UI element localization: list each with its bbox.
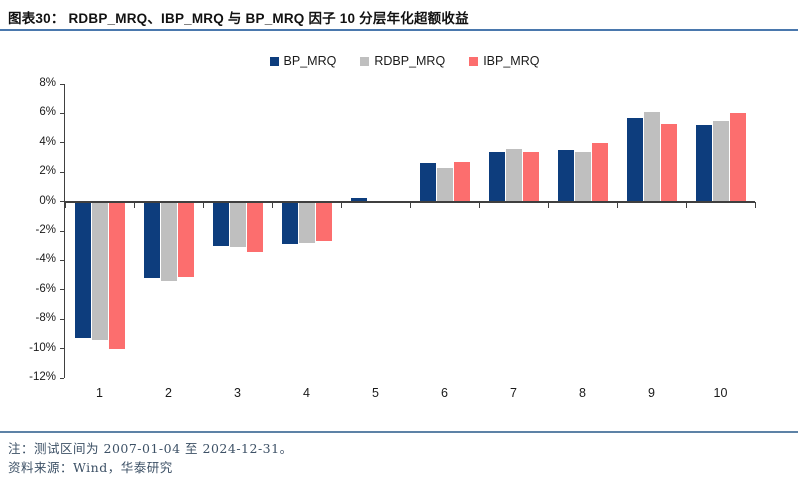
legend-label: BP_MRQ xyxy=(283,54,337,68)
y-axis-tick-mark xyxy=(60,318,64,320)
bar-ibp_mrq-group-2 xyxy=(177,201,194,277)
x-axis-category-label: 9 xyxy=(648,386,655,400)
x-axis-tick-mark xyxy=(617,201,618,208)
bar-ibp_mrq-group-9 xyxy=(660,123,677,202)
bar-ibp_mrq-group-7 xyxy=(522,151,539,202)
bar-bp_mrq-group-6 xyxy=(419,163,436,202)
y-axis-tick-mark xyxy=(60,171,64,173)
figure-title: 图表30： RDBP_MRQ、IBP_MRQ 与 BP_MRQ 因子 10 分层… xyxy=(8,7,469,27)
footer-divider xyxy=(0,431,798,433)
bar-chart-plot: 8% 6% 4% 2% 0% -2% -4% -6% -8% -10% -12% 1 2 3 4 5 6 7 8 9 1… xyxy=(29,77,756,400)
bar-bp_mrq-group-9 xyxy=(626,117,643,202)
y-axis-tick-label: 2% xyxy=(39,165,56,178)
y-axis-tick-mark xyxy=(60,230,64,232)
x-axis-category-label: 2 xyxy=(165,386,172,400)
y-axis-tick-mark xyxy=(60,142,64,144)
x-axis-tick-mark xyxy=(65,201,66,208)
source-text: Wind，华泰研究 xyxy=(73,460,173,475)
bar-rdbp_mrq-group-6 xyxy=(436,167,453,202)
bar-ibp_mrq-group-10 xyxy=(729,113,746,202)
y-axis-tick-label: -6% xyxy=(35,282,56,295)
y-axis-tick-label: -12% xyxy=(29,371,56,383)
y-axis-tick-label: 4% xyxy=(39,135,56,148)
bar-rdbp_mrq-group-7 xyxy=(505,148,522,202)
y-axis-tick-label: -10% xyxy=(29,341,56,354)
x-axis-category-label: 6 xyxy=(441,386,448,400)
y-axis-tick-mark xyxy=(60,377,64,379)
y-axis-tick-mark xyxy=(60,348,64,350)
bar-rdbp_mrq-group-1 xyxy=(91,201,108,340)
source-label: 资料来源： xyxy=(8,460,74,475)
y-axis-tick-label: -4% xyxy=(35,253,56,266)
figure-title-text: RDBP_MRQ、IBP_MRQ 与 BP_MRQ 因子 10 分层年化超额收益 xyxy=(68,11,469,26)
footnote-source: 资料来源：Wind，华泰研究 xyxy=(8,457,173,476)
y-axis-tick-mark xyxy=(60,201,64,203)
bar-bp_mrq-group-5 xyxy=(350,197,367,202)
y-axis-tick-mark xyxy=(60,83,64,85)
x-axis-tick-mark xyxy=(686,201,687,208)
y-axis-tick-label: 8% xyxy=(39,77,56,89)
legend-item-ibp_mrq: IBP_MRQ xyxy=(469,54,539,68)
figure-label: 图表30： xyxy=(8,11,65,26)
x-axis-tick-mark xyxy=(272,201,273,208)
bar-ibp_mrq-group-8 xyxy=(591,142,608,202)
bar-rdbp_mrq-group-3 xyxy=(229,201,246,248)
footnote-note: 注：测试区间为 2007-01-04 至 2024-12-31。 xyxy=(8,438,293,457)
bar-rdbp_mrq-group-9 xyxy=(643,111,660,202)
x-axis-tick-mark xyxy=(341,201,342,208)
y-axis-tick-mark xyxy=(60,112,64,114)
legend-item-bp_mrq: BP_MRQ xyxy=(269,54,337,68)
legend-swatch-icon xyxy=(469,56,479,66)
bar-rdbp_mrq-group-8 xyxy=(574,151,591,202)
bar-bp_mrq-group-7 xyxy=(488,151,505,202)
y-axis-tick-label: 6% xyxy=(39,106,56,119)
legend-label: RDBP_MRQ xyxy=(374,54,446,68)
x-axis-category-label: 10 xyxy=(713,386,728,400)
x-axis-category-label: 1 xyxy=(96,386,103,400)
bar-bp_mrq-group-8 xyxy=(557,150,574,202)
bar-rdbp_mrq-group-2 xyxy=(160,201,177,281)
y-axis-tick-mark xyxy=(60,259,64,261)
title-underline xyxy=(0,29,798,31)
chart-legend: BP_MRQ RDBP_MRQ IBP_MRQ xyxy=(0,54,809,68)
x-axis-category-label: 5 xyxy=(372,386,379,400)
y-axis-tick-label: -2% xyxy=(35,224,56,236)
bar-rdbp_mrq-group-10 xyxy=(712,120,729,202)
bar-bp_mrq-group-1 xyxy=(74,201,91,339)
legend-label: IBP_MRQ xyxy=(483,54,540,68)
x-axis-tick-mark xyxy=(203,201,204,208)
y-axis-tick-label: 0% xyxy=(39,194,56,207)
x-axis-tick-mark xyxy=(479,201,480,208)
bar-rdbp_mrq-group-4 xyxy=(298,201,315,243)
x-axis-category-label: 8 xyxy=(579,386,586,400)
legend-item-rdbp_mrq: RDBP_MRQ xyxy=(360,54,445,68)
x-axis-tick-mark xyxy=(548,201,549,208)
x-axis-category-label: 4 xyxy=(303,386,310,400)
bar-bp_mrq-group-4 xyxy=(281,201,298,245)
x-axis-tick-mark xyxy=(410,201,411,208)
bar-bp_mrq-group-2 xyxy=(143,201,160,279)
bar-ibp_mrq-group-6 xyxy=(453,161,470,202)
y-axis-tick-mark xyxy=(60,289,64,291)
bar-bp_mrq-group-3 xyxy=(212,201,229,246)
legend-swatch-icon xyxy=(360,56,370,66)
x-axis-tick-mark xyxy=(134,201,135,208)
legend-swatch-icon xyxy=(269,56,279,66)
y-axis-line xyxy=(64,84,65,378)
x-axis-tick-mark xyxy=(755,201,756,208)
x-axis-category-label: 3 xyxy=(234,386,241,400)
note-text: 测试区间为 2007-01-04 至 2024-12-31。 xyxy=(34,441,293,456)
zero-axis-line xyxy=(65,200,755,203)
bar-ibp_mrq-group-1 xyxy=(108,201,125,349)
bar-ibp_mrq-group-3 xyxy=(246,201,263,252)
bar-bp_mrq-group-10 xyxy=(695,125,712,202)
note-label: 注： xyxy=(8,441,35,456)
y-axis-tick-label: -8% xyxy=(35,312,56,325)
x-axis-category-label: 7 xyxy=(510,386,517,400)
bar-ibp_mrq-group-4 xyxy=(315,201,332,242)
